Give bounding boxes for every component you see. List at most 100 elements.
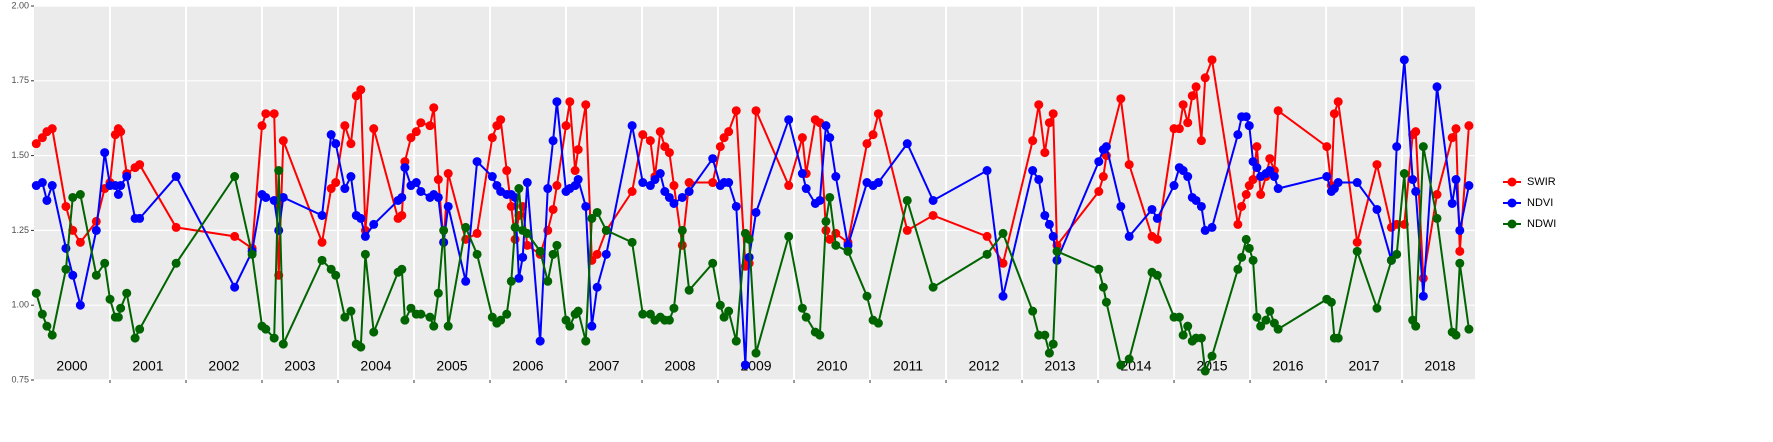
point [356,85,366,95]
point [91,270,101,280]
point [587,321,597,331]
point [1169,181,1179,191]
point [740,360,750,370]
year-label: 2012 [968,358,999,374]
point [573,175,583,185]
point [638,178,648,188]
year-label: 2018 [1424,358,1455,374]
point [784,231,794,241]
point [1372,160,1382,170]
point [1322,142,1332,152]
point [472,249,482,259]
point [416,118,426,128]
point [360,231,370,241]
point [1094,157,1104,167]
point [548,204,558,214]
point [825,192,835,202]
point [570,166,580,176]
point [506,201,516,211]
point [122,288,132,298]
point [1411,321,1421,331]
point [535,246,545,256]
point [1028,166,1038,176]
point [715,142,725,152]
point [998,228,1008,238]
point [1200,366,1210,376]
point [429,321,439,331]
point [461,222,471,232]
point [1265,306,1275,316]
point [1411,187,1421,197]
point [269,195,279,205]
point [825,234,835,244]
point [230,172,240,182]
point [257,121,267,131]
point [1183,172,1193,182]
point [75,189,85,199]
point [873,178,883,188]
point [369,219,379,229]
point [1191,195,1201,205]
point [61,201,71,211]
point [1178,100,1188,110]
point [708,154,718,164]
point [825,133,835,143]
point [1352,246,1362,256]
point [831,228,841,238]
point [1124,231,1134,241]
point [75,300,85,310]
point [1241,112,1251,122]
point [400,163,410,173]
year-label: 2016 [1272,358,1303,374]
point [42,321,52,331]
point [429,103,439,113]
point [1451,175,1461,185]
point [1098,282,1108,292]
year-label: 2011 [893,358,923,374]
point [116,181,126,191]
point [1237,252,1247,262]
point [815,330,825,340]
year-label: 2008 [664,358,695,374]
point [1183,118,1193,128]
point [130,333,140,343]
point [1464,121,1474,131]
point [317,237,327,247]
point [47,330,57,340]
point [487,133,497,143]
point [902,225,912,235]
point [601,225,611,235]
point [1048,339,1058,349]
point [684,178,694,188]
year-label: 2005 [436,358,467,374]
point [506,276,516,286]
point [1352,237,1362,247]
point [37,309,47,319]
point [1196,201,1206,211]
point [592,207,602,217]
point [340,312,350,322]
point [902,195,912,205]
point [1333,97,1343,107]
point [230,231,240,241]
point [502,309,512,319]
year-label: 2001 [132,358,163,374]
point [650,175,660,185]
point [821,121,831,131]
point [135,160,145,170]
point [1333,178,1343,188]
point [1244,243,1254,253]
point [416,187,426,197]
point [443,321,453,331]
point [356,213,366,223]
point [522,240,532,250]
point [135,213,145,223]
point [1248,255,1258,265]
point [1241,234,1251,244]
point [416,309,426,319]
point [677,225,687,235]
point [514,273,524,283]
point [37,178,47,188]
point [797,169,807,179]
